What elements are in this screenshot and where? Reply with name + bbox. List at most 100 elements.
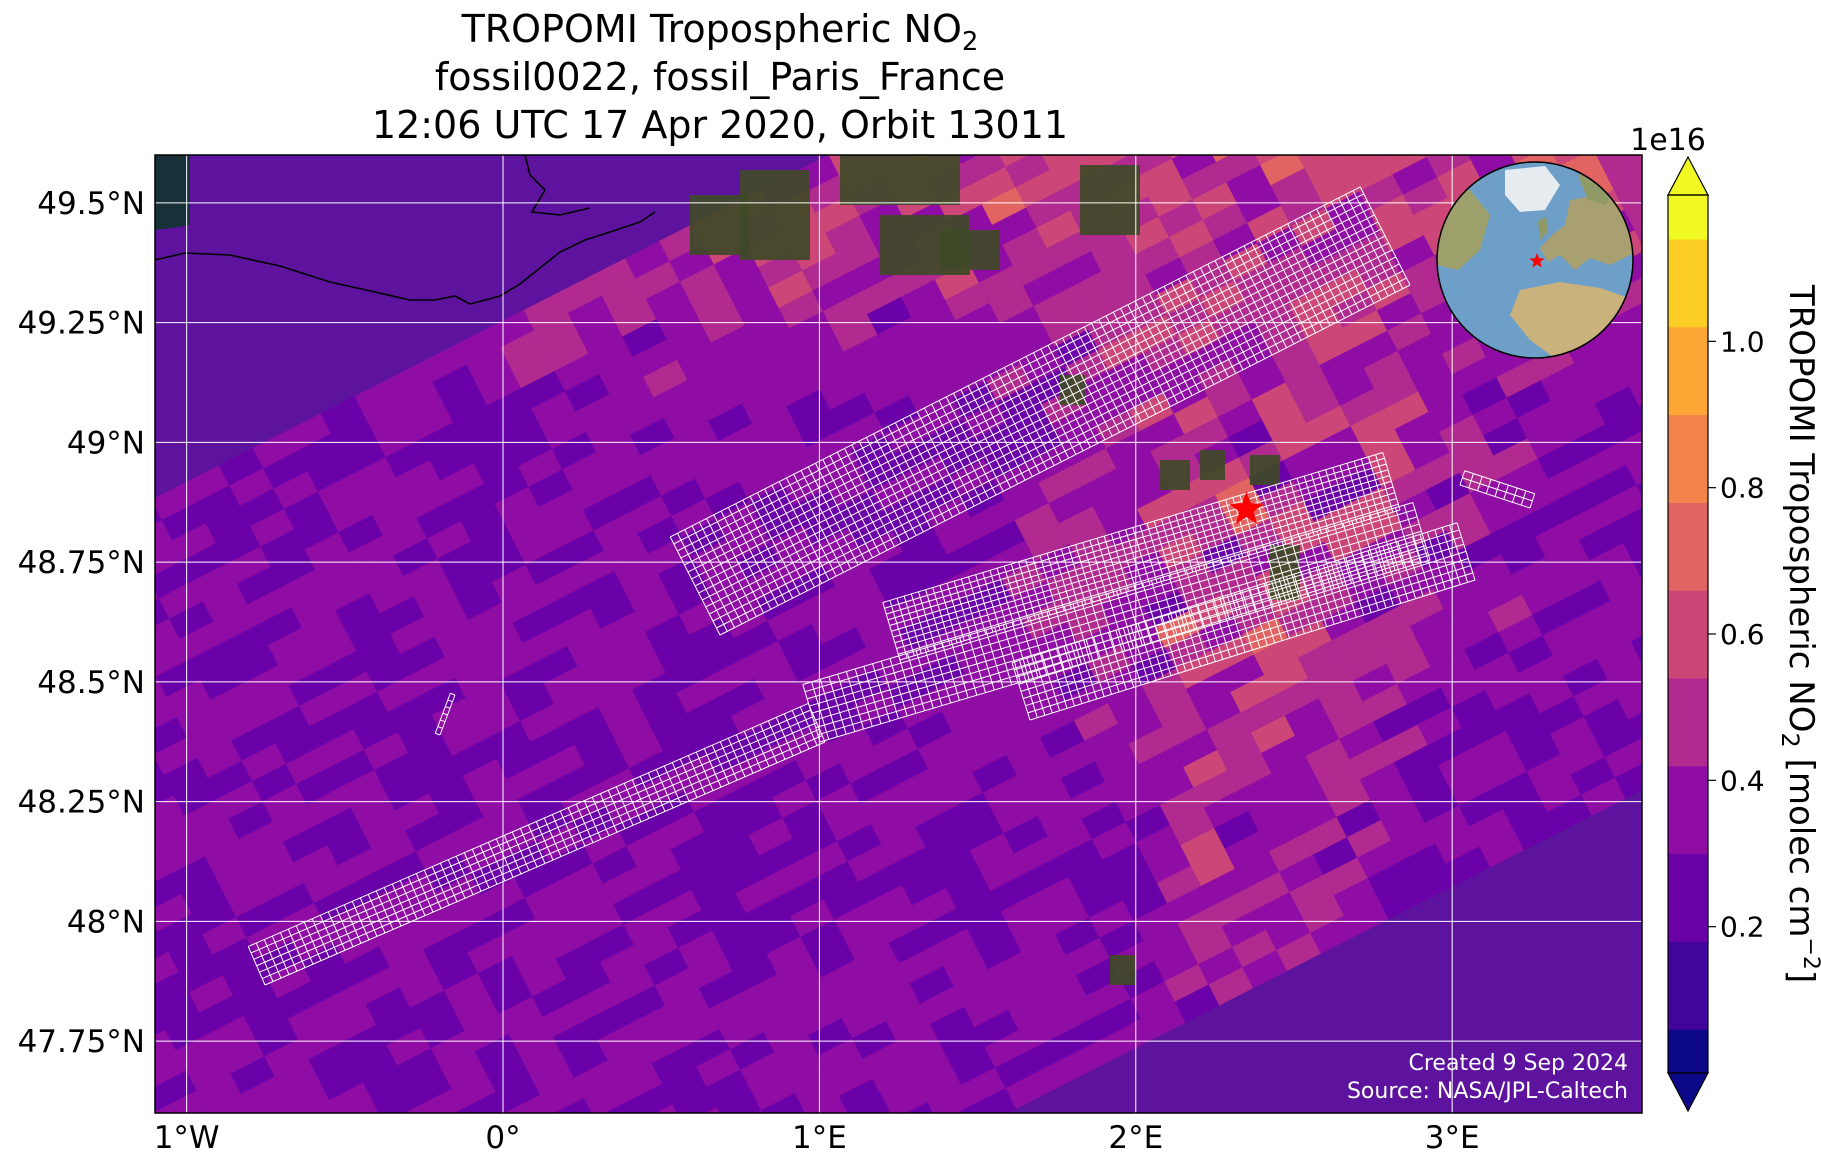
no2-pixel: [1043, 309, 1089, 348]
no2-pixel: [1596, 641, 1642, 680]
lat-tick-label: 47.75°N: [18, 1024, 145, 1060]
no2-pixel: [696, 716, 742, 755]
no2-pixel: [207, 760, 253, 800]
no2-pixel: [1228, 419, 1273, 459]
no2-pixel: [1539, 108, 1584, 146]
no2-pixel: [748, 817, 794, 857]
no2-pixel: [1425, 472, 1471, 512]
no2-pixel: [439, 796, 484, 835]
no2-pixel: [1571, 424, 1617, 463]
no2-pixel: [831, 980, 876, 1019]
no2-pixel: [329, 1082, 374, 1113]
no2-pixel: [1217, 399, 1263, 438]
no2-pixel: [1493, 438, 1539, 477]
no2-pixel: [1073, 115, 1118, 153]
no2-pixel: [925, 830, 970, 869]
colorbar-band: [1668, 429, 1708, 445]
no2-pixel: [1118, 706, 1163, 745]
no2-pixel: [239, 488, 285, 527]
no2-pixel: [1560, 736, 1605, 776]
no2-pixel: [187, 720, 232, 759]
no2-pixel: [678, 597, 724, 636]
no2-pixel: [750, 1072, 796, 1111]
no2-pixel: [748, 1151, 793, 1161]
no2-pixel: [1513, 812, 1558, 851]
no2-pixel: [1190, 848, 1236, 887]
no2-pixel: [1418, 374, 1463, 413]
no2-pixel: [1235, 518, 1281, 557]
no2-pixel: [497, 408, 542, 447]
lat-tick-label: 49.25°N: [18, 306, 145, 342]
no2-pixel: [524, 880, 570, 919]
no2-pixel: [1405, 432, 1450, 471]
no2-pixel: [1540, 363, 1586, 402]
imagery-patch: [840, 155, 960, 205]
no2-pixel: [454, 1109, 464, 1113]
no2-pixel: [551, 431, 597, 471]
no2-pixel: [740, 1052, 785, 1091]
no2-pixel: [689, 617, 734, 656]
no2-pixel: [424, 599, 469, 638]
no2-pixel: [1458, 788, 1504, 827]
no2-pixel: [1449, 435, 1494, 474]
no2-pixel: [195, 485, 241, 524]
no2-pixel: [465, 680, 511, 719]
no2-pixel: [585, 414, 631, 453]
no2-pixel: [1613, 175, 1642, 211]
no2-pixel: [614, 553, 659, 592]
no2-pixel: [804, 508, 849, 547]
colorbar-band: [1668, 516, 1708, 533]
no2-pixel: [996, 384, 1042, 423]
no2-pixel: [488, 976, 533, 1015]
no2-pixel: [1044, 897, 1090, 936]
no2-pixel: [688, 950, 733, 990]
no2-pixel: [647, 869, 692, 908]
no2-pixel: [1413, 197, 1459, 236]
no2-pixel: [742, 974, 788, 1013]
no2-pixel: [404, 1106, 422, 1113]
no2-pixel: [1462, 377, 1507, 416]
no2-pixel: [1229, 87, 1274, 125]
no2-pixel: [478, 622, 524, 661]
colorbar-band: [1668, 663, 1708, 679]
no2-pixel: [649, 791, 695, 830]
map-panel[interactable]: Created 9 Sep 2024 Source: NASA/JPL-Calt…: [101, 84, 1744, 1161]
no2-pixel: [1042, 975, 1087, 1014]
no2-pixel: [155, 482, 196, 521]
no2-pixel: [440, 463, 485, 502]
latitude-tick-labels: 49.5°N 49.25°N 49°N 48.75°N 48.5°N 48.25°N 48°…: [18, 186, 145, 1060]
no2-pixel: [274, 1059, 320, 1098]
lon-tick-label: 1°E: [792, 1120, 847, 1156]
no2-pixel: [1552, 638, 1598, 677]
no2-pixel: [1128, 726, 1174, 765]
no2-pixel: [1185, 671, 1231, 711]
no2-pixel: [330, 749, 375, 788]
colorbar-tick-label: 0.2: [1720, 911, 1765, 944]
no2-pixel: [1487, 594, 1533, 633]
no2-pixel: [641, 1025, 686, 1065]
no2-pixel: [917, 731, 963, 770]
no2-pixel: [155, 853, 172, 883]
no2-pixel: [601, 278, 647, 317]
no2-pixel: [944, 615, 989, 655]
no2-pixel: [226, 546, 272, 585]
no2-pixel: [406, 480, 451, 519]
no2-pixel: [992, 207, 1037, 246]
no2-pixel: [1169, 155, 1182, 160]
no2-pixel: [727, 777, 773, 816]
lon-tick-label: 0°: [485, 1120, 520, 1156]
no2-pixel: [873, 728, 919, 767]
no2-pixel: [1027, 445, 1073, 484]
no2-pixel: [595, 768, 640, 807]
no2-pixel: [974, 1009, 1019, 1049]
no2-pixel: [923, 575, 969, 614]
no2-pixel: [1315, 759, 1361, 798]
no2-pixel: [670, 832, 716, 871]
no2-pixel: [572, 472, 618, 511]
no2-pixel: [1025, 190, 1071, 229]
no2-pixel: [881, 827, 926, 866]
title-line-1: TROPOMI Tropospheric NO2: [461, 7, 979, 57]
no2-pixel: [739, 464, 784, 503]
no2-pixel: [872, 1061, 918, 1100]
no2-pixel: [1594, 719, 1639, 758]
